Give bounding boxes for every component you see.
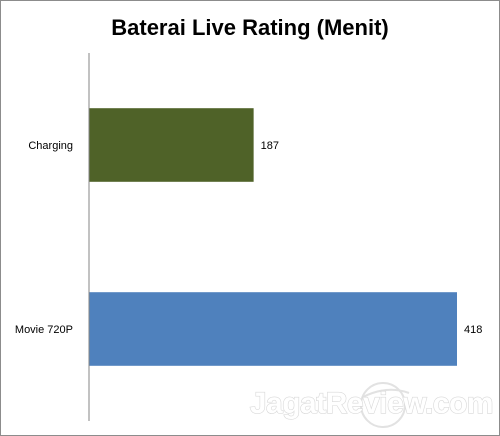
watermark-text: JagatReview.com — [250, 387, 493, 420]
watermark-logo: JagatReview.com — [249, 382, 494, 428]
category-label: Charging — [28, 140, 73, 152]
category-label: Movie 720P — [15, 324, 73, 336]
data-label: 418 — [464, 324, 482, 336]
bar-movie-720p — [89, 292, 457, 366]
chart-title: Baterai Live Rating (Menit) — [111, 15, 388, 40]
data-label: 187 — [261, 140, 279, 152]
bar-charging — [89, 108, 254, 182]
bars-layer: Charging 187 Movie 720P 418 — [15, 108, 482, 366]
watermark-globe-icon — [360, 382, 406, 428]
watermark-swoosh-icon — [362, 388, 410, 398]
